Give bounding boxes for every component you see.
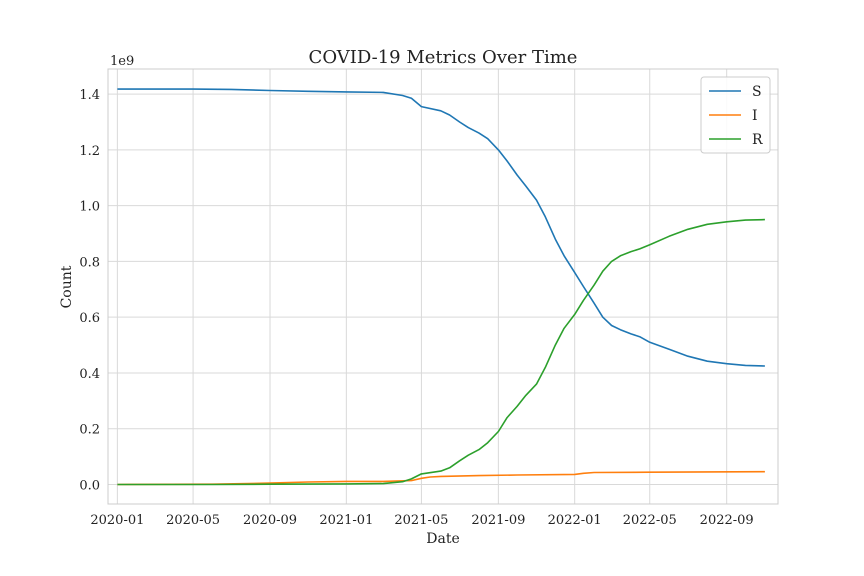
y-tick-label: 0.0 xyxy=(79,478,100,493)
legend: SIR xyxy=(700,76,771,154)
legend-label-r: R xyxy=(752,132,763,148)
x-tick-label: 2021-01 xyxy=(319,513,373,528)
x-tick-label: 2020-09 xyxy=(243,513,297,528)
y-tick-label: 0.4 xyxy=(79,367,100,382)
x-tick-label: 2020-01 xyxy=(90,513,144,528)
y-tick-label: 1.2 xyxy=(79,144,100,159)
x-tick-label: 2022-09 xyxy=(700,513,754,528)
series-line-s xyxy=(117,88,765,367)
tick-labels: 2020-01 2020-05 2020-09 2021-01 2021-05 2021-… xyxy=(79,88,753,528)
y-axis-label: Count xyxy=(59,265,75,308)
y-tick-label: 0.2 xyxy=(79,423,100,438)
x-tick-label: 2022-01 xyxy=(548,513,602,528)
y-tick-label: 0.6 xyxy=(79,311,100,326)
x-axis-label: Date xyxy=(426,531,459,547)
legend-label-i: I xyxy=(752,108,758,124)
x-tick-label: 2021-05 xyxy=(394,513,448,528)
plot-series xyxy=(117,88,765,486)
legend-label-s: S xyxy=(752,84,762,100)
plot-frame xyxy=(107,68,779,505)
series-line-r xyxy=(117,218,765,486)
series-line-i xyxy=(117,470,765,486)
y-tick-label: 1.4 xyxy=(79,88,100,103)
x-tick-label: 2020-05 xyxy=(166,513,220,528)
y-tick-label: 0.8 xyxy=(79,255,100,270)
y-offset-label: 1e9 xyxy=(110,54,134,69)
x-tick-label: 2022-05 xyxy=(623,513,677,528)
chart-title: COVID-19 Metrics Over Time xyxy=(309,47,578,68)
x-tick-label: 2021-09 xyxy=(471,513,525,528)
y-tick-label: 1.0 xyxy=(79,200,100,215)
